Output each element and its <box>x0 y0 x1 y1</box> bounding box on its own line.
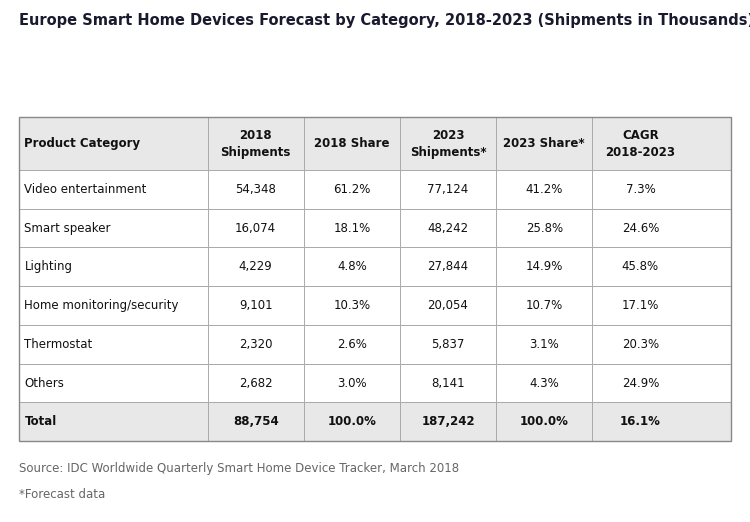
Bar <box>19 286 731 325</box>
Bar <box>19 247 731 286</box>
Bar <box>19 209 731 247</box>
Text: Source: IDC Worldwide Quarterly Smart Home Device Tracker, March 2018: Source: IDC Worldwide Quarterly Smart Ho… <box>19 462 459 475</box>
Text: Product Category: Product Category <box>25 137 140 150</box>
Text: 7.3%: 7.3% <box>626 183 656 196</box>
Text: 9,101: 9,101 <box>238 299 272 312</box>
Text: 20,054: 20,054 <box>427 299 469 312</box>
Text: 10.7%: 10.7% <box>526 299 562 312</box>
Text: 20.3%: 20.3% <box>622 338 659 351</box>
Text: 18.1%: 18.1% <box>333 222 370 234</box>
Text: Europe Smart Home Devices Forecast by Category, 2018-2023 (Shipments in Thousand: Europe Smart Home Devices Forecast by Ca… <box>19 13 750 28</box>
Text: 88,754: 88,754 <box>232 415 278 428</box>
Bar <box>19 325 731 364</box>
Text: 2,682: 2,682 <box>238 376 272 389</box>
Text: CAGR
2018-2023: CAGR 2018-2023 <box>605 129 676 159</box>
Text: 54,348: 54,348 <box>236 183 276 196</box>
Text: Home monitoring/security: Home monitoring/security <box>25 299 179 312</box>
Text: 2023 Share*: 2023 Share* <box>503 137 585 150</box>
Text: 41.2%: 41.2% <box>526 183 563 196</box>
Text: 100.0%: 100.0% <box>328 415 376 428</box>
Text: Others: Others <box>25 376 64 389</box>
Text: 100.0%: 100.0% <box>520 415 568 428</box>
Text: 10.3%: 10.3% <box>333 299 370 312</box>
Bar <box>19 170 731 209</box>
Text: 17.1%: 17.1% <box>622 299 659 312</box>
Text: Lighting: Lighting <box>25 260 73 274</box>
Text: *Forecast data: *Forecast data <box>19 488 105 501</box>
Text: 24.6%: 24.6% <box>622 222 659 234</box>
Text: 61.2%: 61.2% <box>333 183 370 196</box>
Text: 4,229: 4,229 <box>238 260 272 274</box>
Text: 2.6%: 2.6% <box>337 338 367 351</box>
Text: 77,124: 77,124 <box>427 183 469 196</box>
Text: 2023
Shipments*: 2023 Shipments* <box>410 129 486 159</box>
Text: 24.9%: 24.9% <box>622 376 659 389</box>
Text: 27,844: 27,844 <box>427 260 469 274</box>
Text: 48,242: 48,242 <box>427 222 469 234</box>
Text: 45.8%: 45.8% <box>622 260 659 274</box>
Text: 5,837: 5,837 <box>431 338 465 351</box>
Bar <box>19 364 731 402</box>
Text: 25.8%: 25.8% <box>526 222 562 234</box>
Text: Video entertainment: Video entertainment <box>25 183 147 196</box>
Text: 14.9%: 14.9% <box>526 260 563 274</box>
Text: 2,320: 2,320 <box>239 338 272 351</box>
Text: 2018 Share: 2018 Share <box>314 137 389 150</box>
Text: 3.1%: 3.1% <box>530 338 559 351</box>
Bar <box>19 117 731 441</box>
Text: 4.3%: 4.3% <box>530 376 559 389</box>
Text: Total: Total <box>25 415 57 428</box>
Text: 16,074: 16,074 <box>235 222 276 234</box>
Text: 8,141: 8,141 <box>431 376 465 389</box>
Text: 16.1%: 16.1% <box>620 415 661 428</box>
Bar <box>19 402 731 441</box>
Bar <box>19 117 731 170</box>
Text: 4.8%: 4.8% <box>337 260 367 274</box>
Text: 2018
Shipments: 2018 Shipments <box>220 129 291 159</box>
Text: 3.0%: 3.0% <box>337 376 367 389</box>
Text: Smart speaker: Smart speaker <box>25 222 111 234</box>
Text: 187,242: 187,242 <box>422 415 475 428</box>
Text: Thermostat: Thermostat <box>25 338 93 351</box>
